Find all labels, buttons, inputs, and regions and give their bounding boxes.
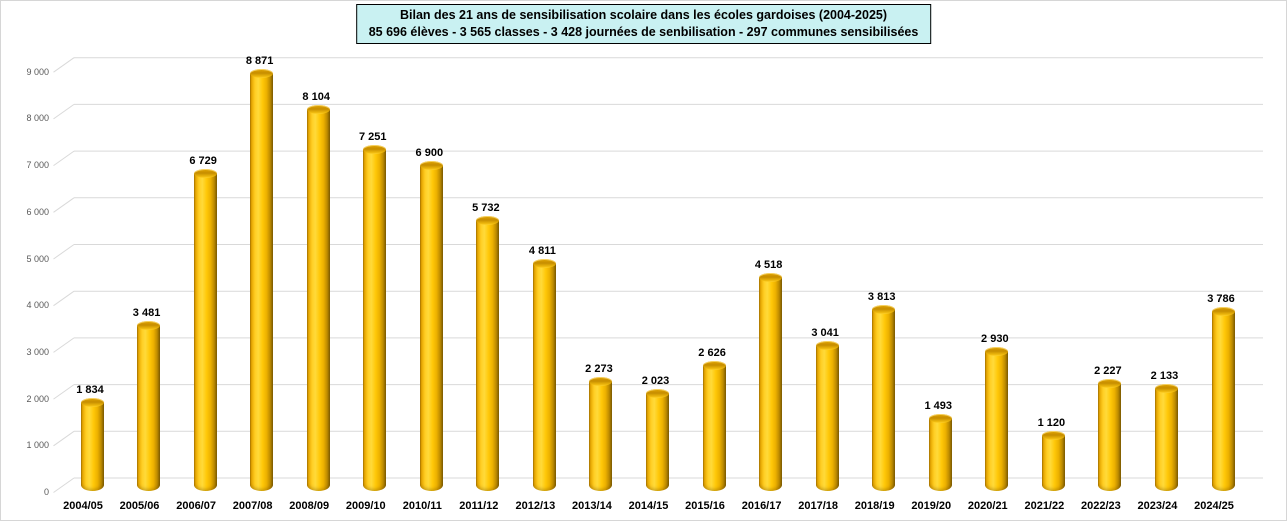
bar-cylinder-2012-13 <box>532 258 556 492</box>
x-axis-label: 2007/08 <box>232 500 273 512</box>
x-axis-label: 2018/19 <box>854 500 895 512</box>
bar-cylinder-2022-23 <box>1098 379 1122 492</box>
x-axis-label: 2024/25 <box>1194 500 1234 512</box>
x-axis-label: 2004/05 <box>63 500 103 512</box>
y-axis-tick-label: 3 000 <box>26 346 49 357</box>
bar-cylinder-2021-22 <box>1041 431 1065 492</box>
bar-cylinder-2017-18 <box>815 341 839 492</box>
x-axis-label: 2014/15 <box>628 500 669 512</box>
bar-value-label: 5 732 <box>472 201 500 214</box>
chart-title-line2: 85 696 élèves - 3 565 classes - 3 428 jo… <box>368 25 919 39</box>
bar-value-label: 1 493 <box>924 399 953 412</box>
bar-value-label: 1 120 <box>1037 417 1066 430</box>
y-axis-tick-label: 5 000 <box>26 253 49 264</box>
bar-cylinder-2015-16 <box>702 360 726 492</box>
bar-value-label: 3 813 <box>867 291 896 304</box>
bar-cylinder-2013-14 <box>589 377 613 492</box>
bar-value-label: 2 930 <box>981 332 1009 345</box>
x-axis-label: 2011/12 <box>459 500 499 512</box>
x-axis-label: 2005/06 <box>119 500 160 512</box>
bar-cylinder-2014-15 <box>646 388 669 492</box>
x-axis-label: 2017/18 <box>798 500 839 512</box>
x-axis-label: 2015/16 <box>685 500 725 512</box>
bar-value-label: 6 900 <box>415 147 444 160</box>
y-axis-tick-label: 8 000 <box>26 113 49 124</box>
bar-value-label: 2 273 <box>585 363 613 376</box>
x-axis-label: 2013/14 <box>572 500 612 512</box>
x-axis-label: 2010/11 <box>402 500 442 512</box>
x-axis-label: 2020/21 <box>967 500 1008 512</box>
bar-cylinder-2019-20 <box>928 413 952 492</box>
bar-value-label: 8 104 <box>302 91 330 104</box>
chart-title-line1: Bilan des 21 ans de sensibilisation scol… <box>399 8 888 22</box>
bar-cylinder-2011-12 <box>476 215 500 492</box>
bar-cylinder-2024-25 <box>1211 306 1235 492</box>
bar-cylinder-2010-11 <box>419 161 443 492</box>
x-axis-label: 2016/17 <box>741 500 782 512</box>
y-axis-tick-label: 1 000 <box>26 440 49 451</box>
y-axis-tick-label: 0 <box>43 487 49 497</box>
bar-value-label: 4 811 <box>528 244 556 257</box>
bar-cylinder-2008-09 <box>306 105 330 492</box>
x-axis-label: 2022/23 <box>1081 500 1121 512</box>
bar-value-label: 3 786 <box>1207 292 1235 305</box>
bar-cylinder-2020-21 <box>985 346 1009 492</box>
bar-value-label: 3 041 <box>811 327 839 340</box>
bar-cylinder-2005-06 <box>137 320 161 492</box>
bar-cylinder-2004-05 <box>80 397 104 492</box>
x-axis-label: 2009/10 <box>345 500 386 512</box>
bar-value-label: 2 023 <box>641 375 670 388</box>
chart-title-box: Bilan des 21 ans de sensibilisation scol… <box>355 4 932 44</box>
bar-cylinder-2007-08 <box>250 69 274 492</box>
y-axis-tick-label: 9 000 <box>26 66 49 77</box>
y-axis-tick-label: 2 000 <box>26 393 49 404</box>
bar-cylinder-2018-19 <box>872 305 896 492</box>
bar-value-label: 3 481 <box>132 306 161 319</box>
y-axis-tick-label: 4 000 <box>26 300 49 311</box>
bar-value-label: 2 626 <box>698 346 726 359</box>
x-axis-label: 2008/09 <box>289 500 330 512</box>
x-axis-label: 2012/13 <box>515 500 556 512</box>
bar-value-label: 7 251 <box>358 130 387 143</box>
x-axis-label: 2021/22 <box>1024 500 1065 512</box>
bar-value-label: 2 133 <box>1150 369 1179 382</box>
bar-cylinder-2016-17 <box>759 272 783 492</box>
x-axis-label: 2019/20 <box>911 500 952 512</box>
bar-value-label: 1 834 <box>76 383 104 396</box>
x-axis-label: 2006/07 <box>176 500 216 512</box>
bar-value-label: 6 729 <box>189 155 217 168</box>
y-axis-tick-label: 7 000 <box>26 160 49 171</box>
y-axis-tick-label: 6 000 <box>26 206 49 217</box>
x-axis-label: 2023/24 <box>1137 500 1178 512</box>
bar-value-label: 8 871 <box>245 55 274 68</box>
bar-cylinder-2006-07 <box>193 169 217 492</box>
bar-value-label: 4 518 <box>754 258 783 271</box>
bar-cylinder-2023-24 <box>1154 383 1178 492</box>
bar-cylinder-2009-10 <box>363 144 387 492</box>
bar-value-label: 2 227 <box>1094 365 1122 378</box>
